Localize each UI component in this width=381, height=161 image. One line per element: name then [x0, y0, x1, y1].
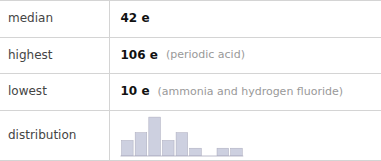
row-note: (ammonia and hydrogen fluoride): [158, 85, 344, 98]
column-divider: [109, 0, 110, 161]
row-divider: [0, 73, 381, 74]
bar: [217, 148, 229, 156]
row-label: lowest: [8, 84, 47, 98]
row-note: (periodic acid): [166, 48, 245, 61]
bar: [190, 148, 202, 156]
bar: [162, 140, 174, 156]
bar: [135, 133, 147, 156]
row-divider: [0, 37, 381, 38]
bar: [122, 140, 134, 156]
row-border: [0, 160, 381, 161]
row-value: 42 e: [121, 11, 150, 25]
row-label: distribution: [8, 128, 76, 142]
row-value: 106 e: [121, 48, 158, 62]
row-value: 10 e: [121, 84, 150, 98]
baseline: [121, 156, 244, 157]
bar: [149, 117, 161, 156]
row-divider: [0, 110, 381, 111]
chart: median 42 e highest 106 e (periodic acid) low…: [0, 0, 381, 161]
row-label: highest: [8, 48, 53, 62]
histogram: [122, 117, 243, 156]
bar: [176, 133, 188, 156]
row-border: [0, 0, 381, 1]
bar: [231, 148, 243, 156]
row-label: median: [8, 11, 53, 25]
